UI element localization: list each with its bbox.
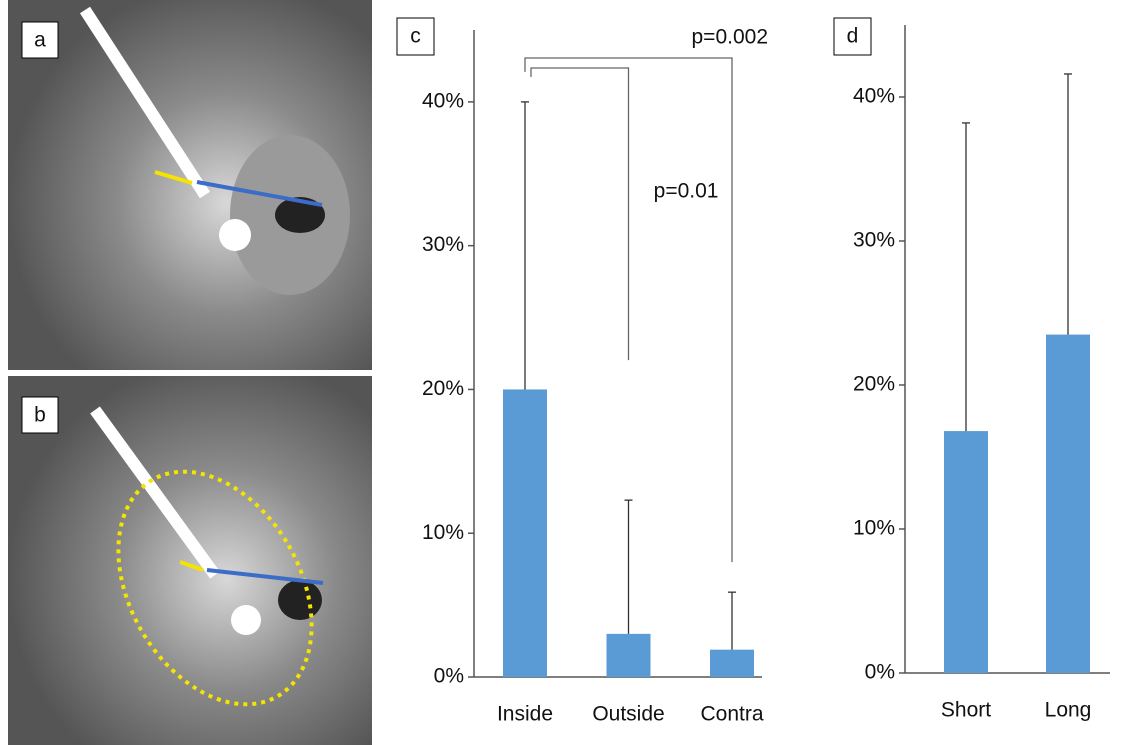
bar bbox=[503, 389, 547, 677]
y-tick-label: 30% bbox=[853, 229, 895, 252]
x-tick-label: Long bbox=[1045, 699, 1092, 722]
y-tick-label: 10% bbox=[853, 517, 895, 540]
y-tick-label: 40% bbox=[853, 85, 895, 108]
panel-label: c bbox=[410, 25, 421, 48]
bar bbox=[944, 431, 988, 673]
x-tick-label: Inside bbox=[497, 703, 553, 726]
y-tick-label: 20% bbox=[853, 373, 895, 396]
y-tick-label: 20% bbox=[422, 377, 464, 400]
panel-label: a bbox=[34, 29, 46, 52]
figure: a b c 0% 10% 20% 30% 40% Inside Outside Contra p=… bbox=[0, 0, 1121, 745]
bar bbox=[607, 634, 651, 677]
ct-image-b: b bbox=[8, 376, 372, 745]
x-tick-label: Contra bbox=[700, 703, 763, 726]
y-tick-label: 40% bbox=[422, 89, 464, 112]
p-value: p=0.01 bbox=[654, 180, 719, 203]
y-tick-label: 10% bbox=[422, 521, 464, 544]
bar bbox=[710, 650, 754, 677]
y-tick-label: 0% bbox=[865, 661, 895, 684]
panel-label: d bbox=[847, 25, 859, 48]
y-tick-label: 30% bbox=[422, 233, 464, 256]
panel-label: b bbox=[34, 404, 46, 427]
p-value: p=0.002 bbox=[692, 26, 769, 49]
x-tick-label: Short bbox=[941, 699, 991, 722]
y-tick-label: 0% bbox=[434, 665, 464, 688]
ct-image-a: a bbox=[8, 0, 372, 370]
x-tick-label: Outside bbox=[592, 703, 664, 726]
bar bbox=[1046, 335, 1090, 673]
significance-bracket bbox=[531, 68, 629, 360]
